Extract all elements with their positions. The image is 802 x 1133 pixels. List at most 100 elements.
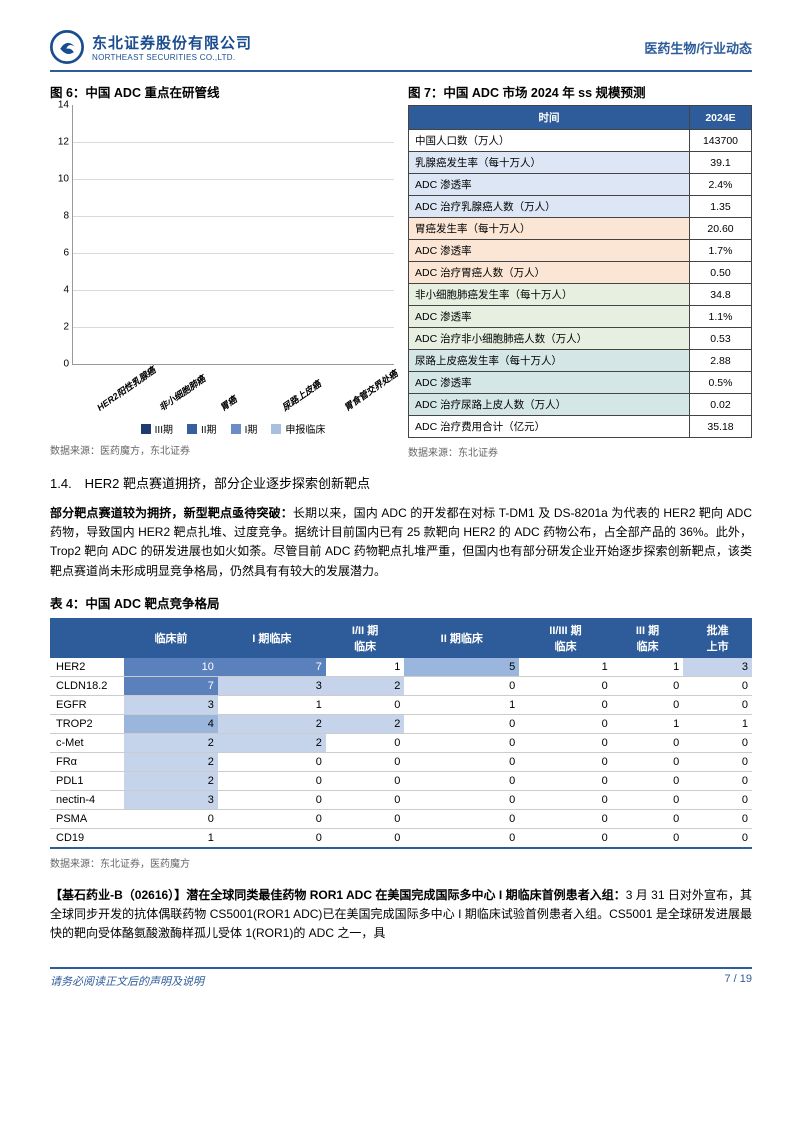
table-row: ADC 治疗费用合计（亿元）35.18 (409, 416, 752, 438)
table-cell: 0 (519, 752, 612, 771)
table-cell: 1 (612, 658, 684, 677)
table-cell: 3 (124, 790, 218, 809)
table-cell: 0 (683, 828, 752, 848)
table-row: 中国人口数（万人）143700 (409, 130, 752, 152)
table-cell-value: 2.88 (690, 350, 752, 372)
table-row: CLDN18.27320000 (50, 676, 752, 695)
table-row: TROP24220011 (50, 714, 752, 733)
table-cell-label: ADC 治疗乳腺癌人数（万人） (409, 196, 690, 218)
table-cell: 3 (124, 695, 218, 714)
table-row: CD191000000 (50, 828, 752, 848)
table-row: PSMA0000000 (50, 809, 752, 828)
legend-item: III期 (141, 421, 173, 436)
table-header-cell: III 期临床 (612, 618, 684, 658)
table-cell-label: ADC 治疗尿路上皮人数（万人） (409, 394, 690, 416)
table-cell: 3 (218, 676, 326, 695)
table-cell: 0 (612, 809, 684, 828)
table-cell: 0 (612, 771, 684, 790)
para1-bold: 部分靶点赛道较为拥挤，新型靶点亟待突破： (50, 506, 293, 520)
x-label: 非小细胞肺癌 (156, 385, 190, 414)
table-cell-value: 39.1 (690, 152, 752, 174)
table-cell: 2 (218, 714, 326, 733)
table-cell-value: 1.1% (690, 306, 752, 328)
row-name: EGFR (50, 695, 124, 714)
table-cell: 0 (404, 733, 519, 752)
figure-7-title: 图 7：中国 ADC 市场 2024 年 ss 规模预测 (408, 82, 752, 101)
table-row: ADC 渗透率1.7% (409, 240, 752, 262)
company-name-en: NORTHEAST SECURITIES CO.,LTD. (92, 53, 252, 62)
table-cell-value: 1.7% (690, 240, 752, 262)
figure-6-title: 图 6：中国 ADC 重点在研管线 (50, 82, 394, 101)
table-cell: 5 (404, 658, 519, 677)
table-cell-value: 0.53 (690, 328, 752, 350)
table-cell: 0 (218, 828, 326, 848)
row-name: PSMA (50, 809, 124, 828)
table-row: 乳腺癌发生率（每十万人）39.1 (409, 152, 752, 174)
y-tick: 10 (58, 174, 69, 185)
table-row: PDL12000000 (50, 771, 752, 790)
section-1-4-title: 1.4. HER2 靶点赛道拥挤，部分企业逐步探索创新靶点 (50, 473, 752, 492)
legend-label: I期 (245, 421, 258, 436)
figure-6-source: 数据来源：医药魔方，东北证券 (50, 442, 394, 457)
legend-label: II期 (201, 421, 217, 436)
table-row: ADC 治疗胃癌人数（万人）0.50 (409, 262, 752, 284)
table-row: 非小细胞肺癌发生率（每十万人）34.8 (409, 284, 752, 306)
table-cell: 0 (326, 828, 405, 848)
table-cell-value: 20.60 (690, 218, 752, 240)
table-cell-value: 0.02 (690, 394, 752, 416)
table-cell: 1 (124, 828, 218, 848)
table-row: ADC 渗透率1.1% (409, 306, 752, 328)
y-tick: 4 (63, 285, 69, 296)
table-cell: 0 (218, 790, 326, 809)
row-name: HER2 (50, 658, 124, 677)
table-cell: 0 (404, 809, 519, 828)
table-row: FRα2000000 (50, 752, 752, 771)
x-label: 胃癌 (217, 385, 251, 414)
table-cell-label: ADC 治疗非小细胞肺癌人数（万人） (409, 328, 690, 350)
table-row: ADC 治疗乳腺癌人数（万人）1.35 (409, 196, 752, 218)
table-cell-label: 胃癌发生率（每十万人） (409, 218, 690, 240)
table-cell: 0 (404, 828, 519, 848)
table-header-cell: 批准上市 (683, 618, 752, 658)
table-cell: 0 (326, 771, 405, 790)
table-cell-value: 143700 (690, 130, 752, 152)
table-cell: 4 (124, 714, 218, 733)
table-header-cell: I/II 期临床 (326, 618, 405, 658)
table-cell: 7 (218, 658, 326, 677)
table-cell-label: ADC 治疗费用合计（亿元） (409, 416, 690, 438)
figure-6: 图 6：中国 ADC 重点在研管线 02468101214 HER2阳性乳腺癌非… (50, 82, 394, 459)
table-cell: 0 (683, 809, 752, 828)
row-name: CD19 (50, 828, 124, 848)
table-cell: 2 (326, 714, 405, 733)
table-row: nectin-43000000 (50, 790, 752, 809)
table-cell-value: 34.8 (690, 284, 752, 306)
table-cell: 0 (326, 752, 405, 771)
table-row: c-Met2200000 (50, 733, 752, 752)
table-cell: 0 (326, 695, 405, 714)
x-label: HER2阳性乳腺癌 (94, 385, 128, 414)
y-tick: 0 (63, 359, 69, 370)
table-cell-value: 35.18 (690, 416, 752, 438)
legend-swatch (271, 424, 281, 434)
table-cell: 2 (124, 752, 218, 771)
legend-label: III期 (155, 421, 173, 436)
competition-table: 临床前I 期临床I/II 期临床II 期临床II/III 期临床III 期临床批… (50, 618, 752, 849)
table-cell-label: ADC 渗透率 (409, 240, 690, 262)
table-cell: 0 (519, 714, 612, 733)
table-cell: 1 (326, 658, 405, 677)
para2-bold: 【基石药业-B（02616）】潜在全球同类最佳药物 ROR1 ADC 在美国完成… (50, 888, 626, 902)
table-cell-label: 乳腺癌发生率（每十万人） (409, 152, 690, 174)
table-cell: 0 (326, 809, 405, 828)
table-cell: 0 (683, 771, 752, 790)
legend-swatch (231, 424, 241, 434)
table-cell: 0 (404, 790, 519, 809)
y-tick: 2 (63, 322, 69, 333)
legend-label: 申报临床 (285, 421, 325, 436)
table-4-title: 表 4：中国 ADC 靶点竞争格局 (50, 593, 752, 612)
table-cell: 0 (218, 752, 326, 771)
row-name: CLDN18.2 (50, 676, 124, 695)
y-tick: 6 (63, 248, 69, 259)
table-cell-label: 尿路上皮癌发生率（每十万人） (409, 350, 690, 372)
table-cell: 0 (404, 752, 519, 771)
table-cell-value: 1.35 (690, 196, 752, 218)
